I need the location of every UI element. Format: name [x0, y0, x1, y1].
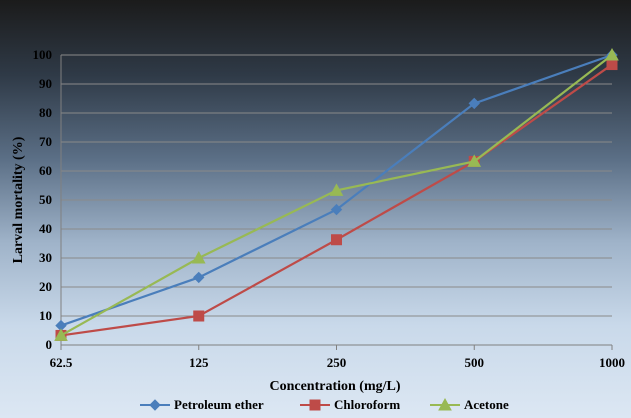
- y-tick-label: 100: [33, 47, 53, 62]
- y-tick-label: 90: [39, 76, 52, 91]
- y-tick-label: 80: [39, 105, 52, 120]
- data-point-petroleum-ether: [193, 271, 205, 284]
- x-tick-label: 62.5: [50, 355, 73, 370]
- y-tick-label: 10: [39, 308, 52, 323]
- legend-item-acetone: Acetone: [430, 397, 509, 412]
- data-point-acetone: [191, 250, 206, 264]
- data-point-acetone: [605, 47, 619, 61]
- legend-label: Chloroform: [334, 397, 400, 412]
- x-tick-label: 125: [189, 355, 209, 370]
- data-point-acetone: [467, 154, 482, 167]
- legend: Petroleum ether Chloroform Acetone: [140, 397, 509, 412]
- y-tick-label: 50: [39, 192, 52, 207]
- legend-marker: [149, 399, 161, 411]
- series-petroleum-ether: [55, 49, 618, 332]
- y-tick-label: 30: [39, 250, 52, 265]
- legend-item-petroleum-ether: Petroleum ether: [140, 397, 264, 412]
- y-axis-title: Larval mortality (%): [11, 136, 26, 263]
- x-tick-label: 250: [327, 355, 347, 370]
- data-point-chloroform: [606, 59, 618, 71]
- data-point-chloroform: [331, 234, 342, 246]
- data-point-petroleum-ether: [468, 97, 480, 110]
- legend-marker: [438, 397, 452, 411]
- legend-item-chloroform: Chloroform: [300, 397, 400, 412]
- x-tick-label: 1000: [599, 355, 625, 370]
- legend-label: Acetone: [464, 397, 509, 412]
- data-point-chloroform: [193, 310, 205, 322]
- x-tick-label: 500: [465, 355, 485, 370]
- gridlines: [61, 54, 612, 346]
- y-tick-labels: 0 10 20 30 40 50 60 70 80 90 100: [33, 47, 53, 352]
- y-tick-label: 40: [39, 221, 52, 236]
- legend-marker: [309, 399, 321, 411]
- series-acetone: [54, 47, 619, 341]
- y-tick-label: 20: [39, 279, 52, 294]
- legend-label: Petroleum ether: [174, 397, 264, 412]
- x-tick-labels: 62.5 125 250 500 1000: [50, 355, 625, 370]
- data-point-acetone: [54, 328, 68, 341]
- data-point-acetone: [329, 183, 344, 196]
- axes: [60, 55, 613, 350]
- data-point-petroleum-ether: [330, 203, 343, 216]
- y-tick-label: 60: [39, 163, 52, 178]
- series-lines: [54, 47, 619, 341]
- y-tick-label: 70: [39, 134, 52, 149]
- y-tick-label: 0: [46, 337, 53, 352]
- x-axis-title: Concentration (mg/L): [269, 379, 400, 394]
